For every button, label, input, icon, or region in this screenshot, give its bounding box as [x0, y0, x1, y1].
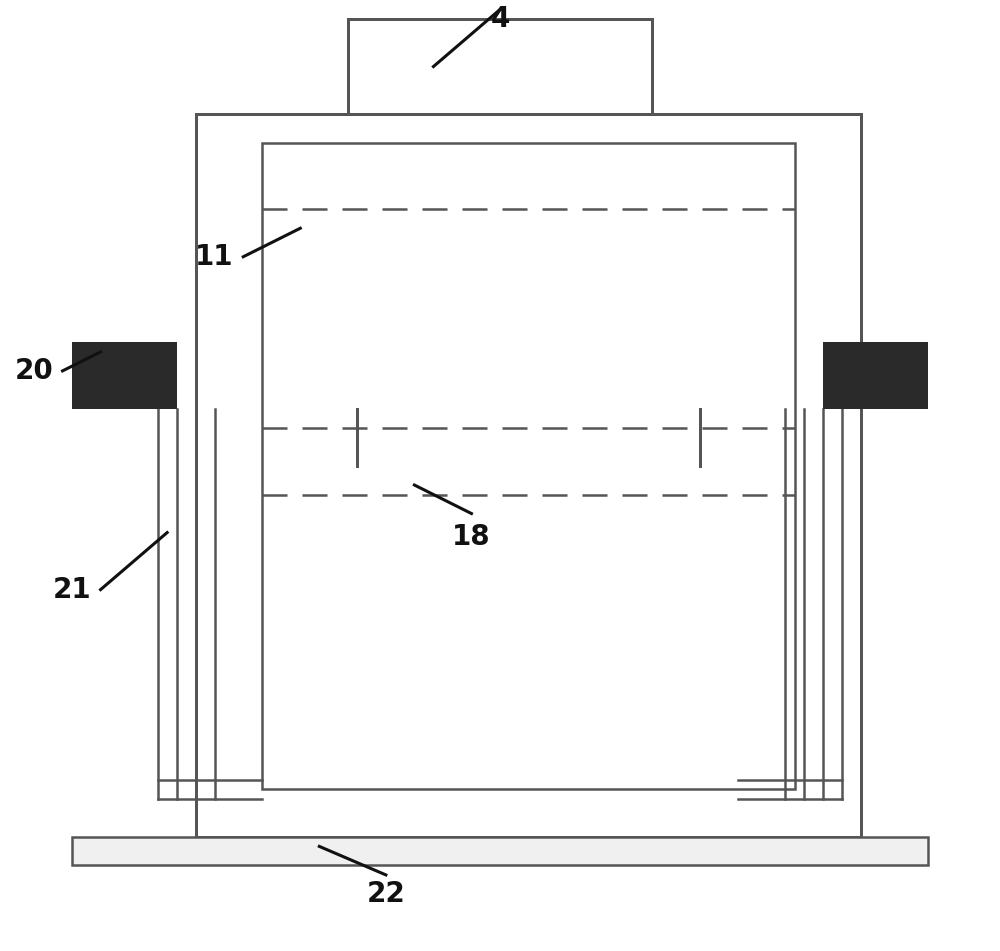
Text: 11: 11 — [195, 243, 234, 271]
Bar — [823, 342, 928, 409]
Text: 4: 4 — [490, 5, 510, 32]
Bar — [262, 143, 795, 789]
Text: 20: 20 — [14, 357, 53, 385]
Bar — [196, 114, 861, 837]
Text: 18: 18 — [452, 523, 491, 551]
Bar — [72, 837, 928, 865]
Bar — [72, 342, 177, 409]
Text: 22: 22 — [367, 880, 405, 907]
Text: 21: 21 — [52, 575, 91, 604]
